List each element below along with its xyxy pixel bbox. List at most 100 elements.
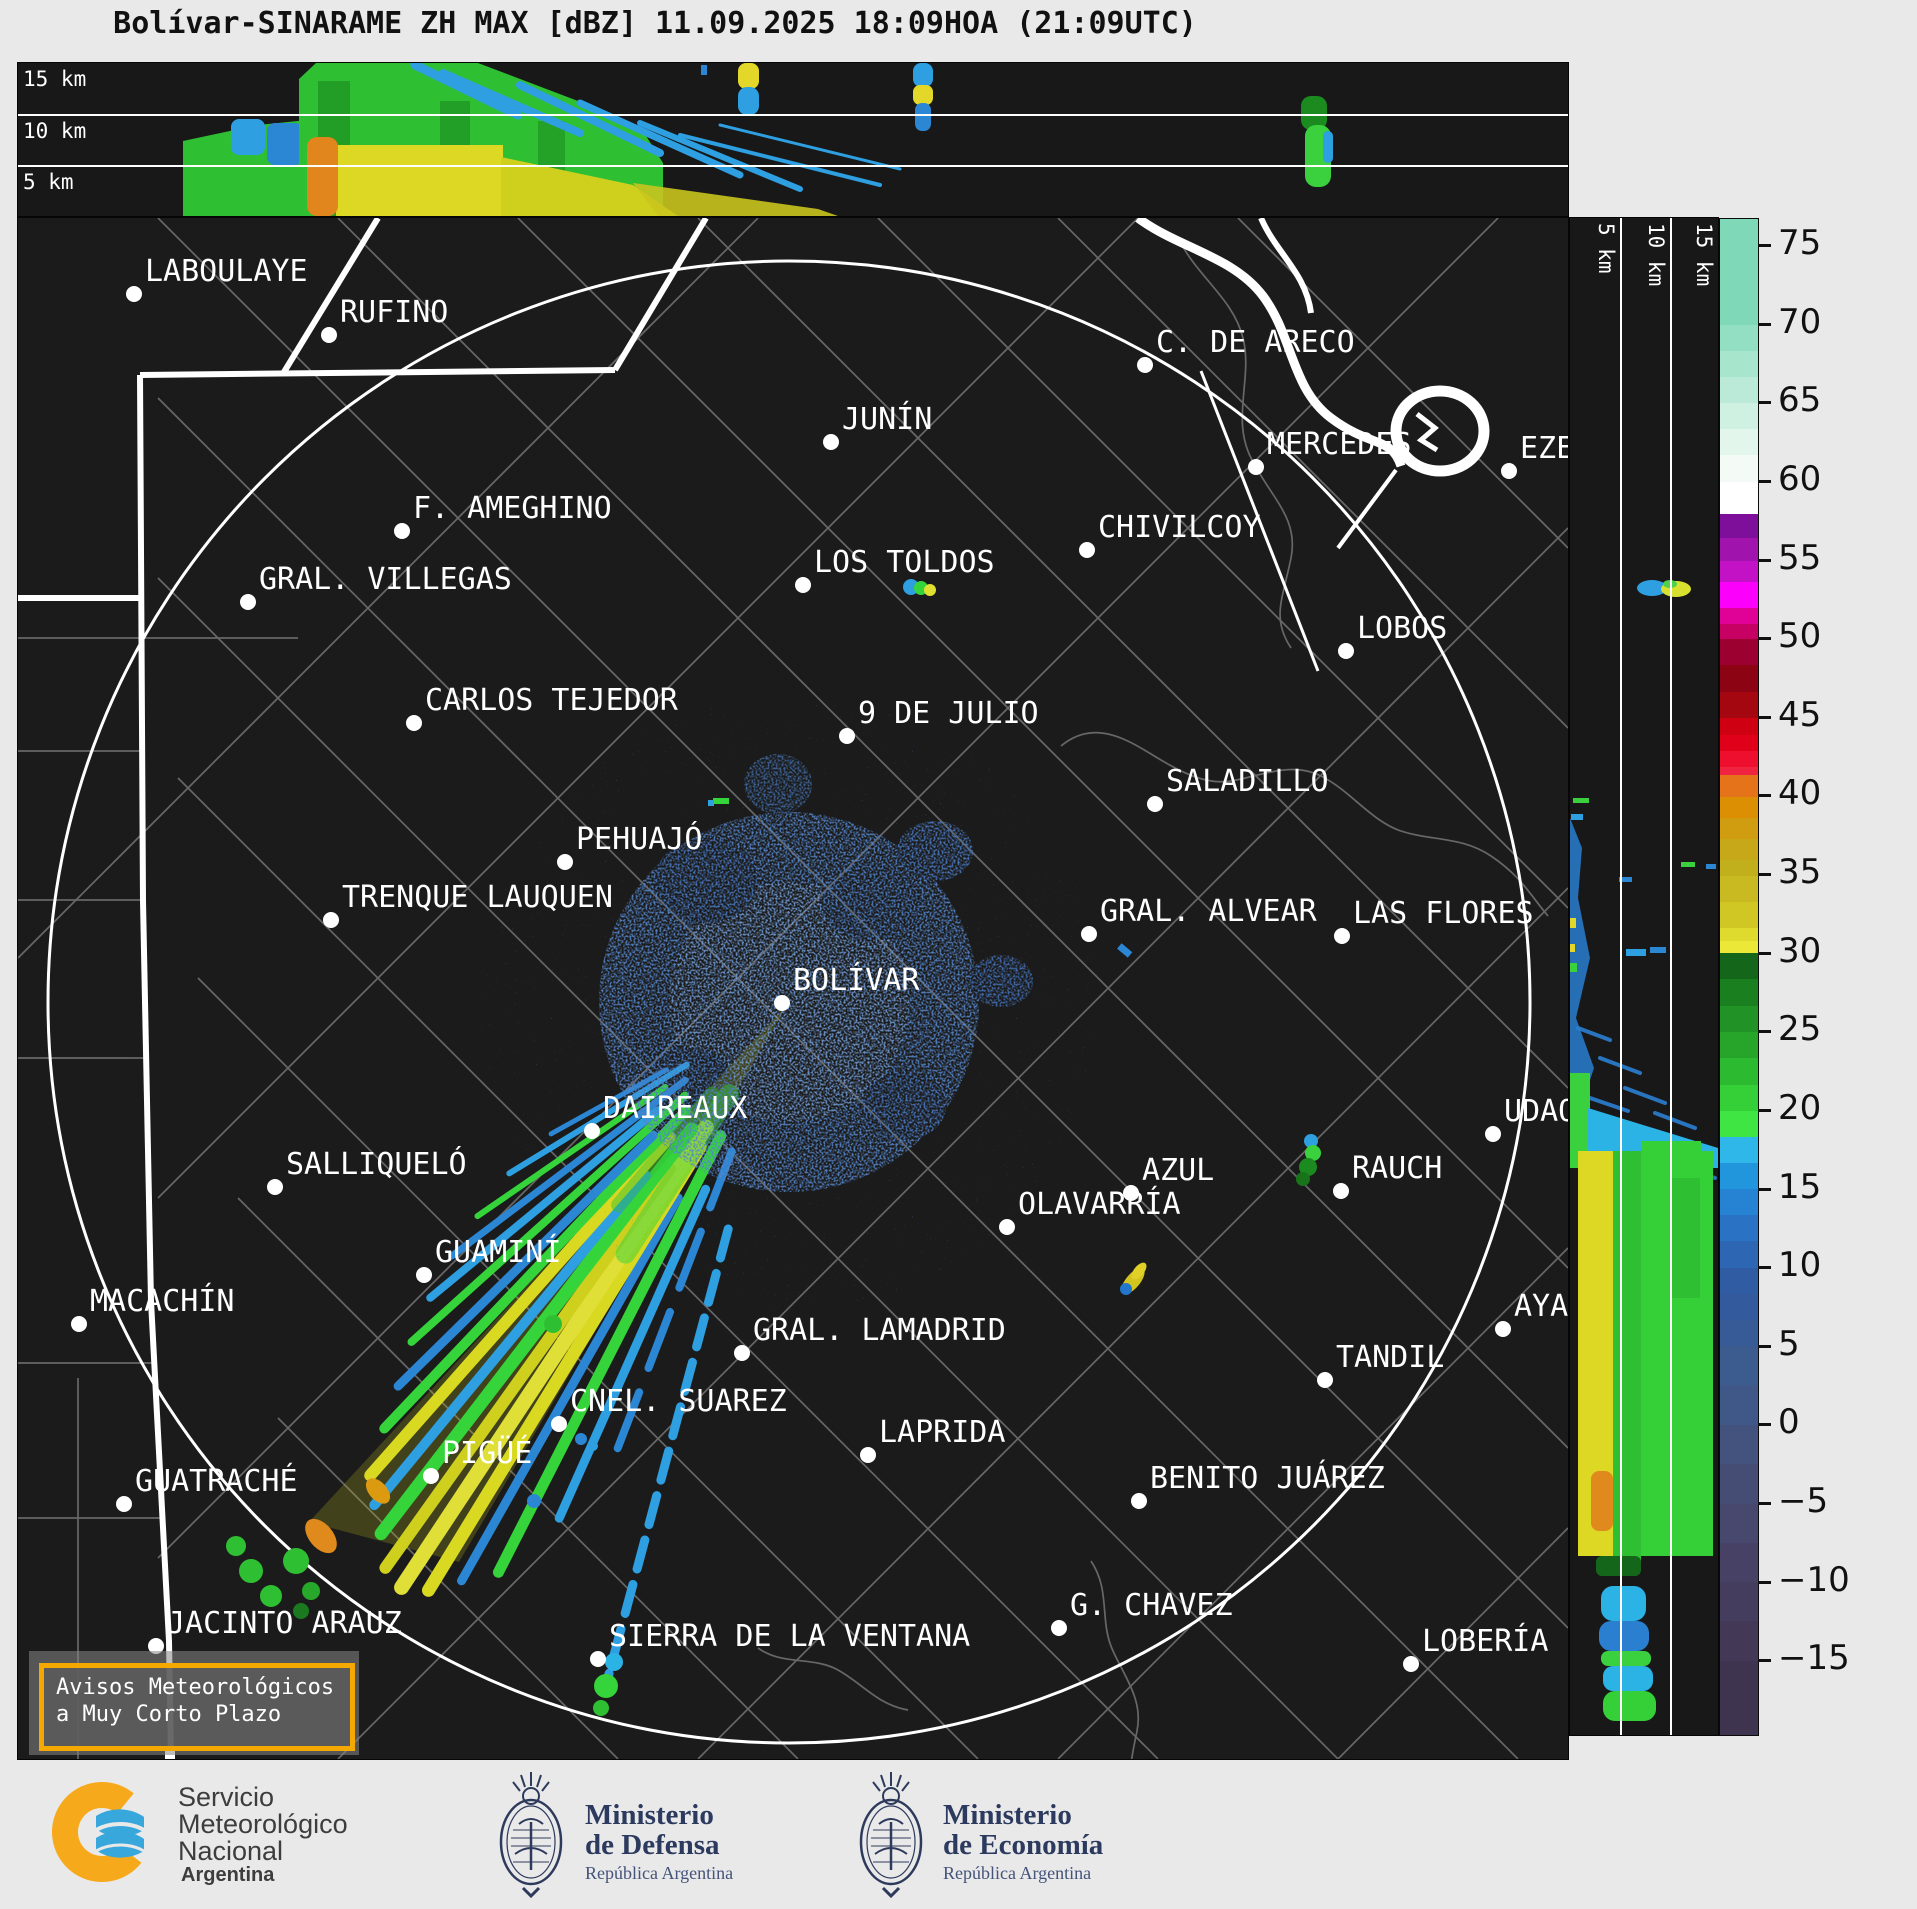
city-dot [823,434,839,450]
city-dot [860,1447,876,1463]
defensa-coat-of-arms [499,1772,563,1899]
colorbar-tick [1758,951,1771,955]
colorbar-tick-label: −5 [1778,1481,1829,1522]
city-dot [116,1496,132,1512]
top-cross-section-echoes [183,63,1333,216]
colorbar-tick-label: 70 [1778,301,1822,342]
city-label: SALADILLO [1166,764,1329,799]
city-label: SIERRA DE LA VENTANA [609,1619,971,1654]
colorbar-tick-label: −10 [1778,1559,1850,1600]
colorbar-tick [1758,1344,1771,1348]
rivers [1135,218,1490,672]
city-label: PIGÜÉ [442,1436,533,1471]
colorbar-tick [1758,244,1771,247]
colorbar-tick-label: 45 [1778,694,1822,735]
city-label: TRENQUE LAUQUEN [342,880,613,915]
colorbar-tick [1758,1502,1771,1506]
city-label: GRAL. ALVEAR [1100,894,1317,929]
city-label: CHIVILCOY [1098,510,1261,545]
city-label: SALLIQUELÓ [286,1147,467,1182]
colorbar-tick-label: 75 [1778,223,1822,263]
city-dot [584,1123,600,1139]
colorbar-tick [1758,1030,1771,1034]
right-panel-label-15km: 15 km [1692,223,1716,287]
top-cross-section-panel: 15 km 10 km 5 km [17,62,1569,217]
city-dot [1403,1656,1419,1672]
city-label: JUNÍN [842,402,933,437]
right-panel-label-10km: 10 km [1644,223,1668,287]
city-label: MACACHÍN [90,1284,235,1319]
city-label: JACINTO ARAUZ [167,1606,402,1641]
city-label: G. CHAVEZ [1070,1588,1233,1623]
city-dot [1501,463,1517,479]
city-dot [240,594,256,610]
city-dot [551,1416,567,1432]
right-cross-section-echoes [1570,580,1718,1721]
city-label: LAPRIDA [879,1415,1006,1450]
city-label: GUAMINÍ [435,1235,562,1270]
city-dot [1123,1185,1139,1201]
colorbar-tick-label: 10 [1778,1245,1822,1286]
city-label: CARLOS TEJEDOR [425,683,678,718]
colorbar-tick-label: 0 [1778,1402,1800,1443]
city-dot [1248,459,1264,475]
city-dot [774,995,790,1011]
colorbar-tick-label: 15 [1778,1166,1822,1207]
top-panel-label-5km: 5 km [23,170,74,194]
defensa-text: Ministerio de Defensa República Argentin… [585,1799,734,1883]
alert-box-line1: Avisos Meteorológicos [56,1675,335,1700]
city-label: LABOULAYE [145,254,308,289]
city-dot [1081,926,1097,942]
very-short-term-warnings-box[interactable]: Avisos Meteorológicos a Muy Corto Plazo [39,1663,355,1751]
city-label: PEHUAJÓ [576,822,703,857]
city-dot [394,523,410,539]
city-label: TANDIL [1336,1340,1445,1375]
top-panel-label-10km: 10 km [23,119,87,143]
colorbar-tick-label: 60 [1778,458,1822,499]
right-panel-5km-line [1620,218,1622,1735]
alert-box-line2: a Muy Corto Plazo [56,1702,282,1727]
city-label: OLAVARRÍA [1018,1187,1181,1222]
city-dot [148,1638,164,1654]
smn-name: Servicio Meteorológico Nacional [178,1782,348,1866]
colorbar-tick-label: 65 [1778,380,1822,421]
top-panel-10km-line [18,114,1568,116]
city-label: AYA [1514,1289,1569,1324]
city-label: 9 DE JULIO [858,696,1039,731]
colorbar-tick [1758,794,1771,798]
colorbar-tick [1758,401,1771,405]
city-dot [839,728,855,744]
colorbar-tick-label: 30 [1778,930,1822,971]
alert-box-backdrop: Avisos Meteorológicos a Muy Corto Plazo [29,1651,359,1755]
radar-map: LABOULAYE RUFINO C. DE ARECO JUNÍN MERCEDES F… [17,217,1569,1760]
city-label: EZE [1520,431,1569,466]
page-title: Bolívar-SINARAME ZH MAX [dBZ] 11.09.2025… [113,6,1197,41]
colorbar-tick [1758,1108,1771,1112]
city-dot [734,1345,750,1361]
right-panel-label-5km: 5 km [1594,223,1618,274]
city-label: GRAL. LAMADRID [753,1313,1006,1348]
city-dot [795,577,811,593]
city-dot [423,1468,439,1484]
city-dot [267,1179,283,1195]
colorbar-tick [1758,637,1771,641]
city-dot [590,1651,606,1667]
city-dot [1147,796,1163,812]
city-label: BENITO JUÁREZ [1150,1461,1385,1496]
colorbar-tick-label: 50 [1778,616,1822,657]
colorbar-tick-label: 20 [1778,1087,1822,1128]
city-dot [1333,1183,1349,1199]
right-panel-10km-line [1670,218,1672,1735]
top-panel-5km-line [18,165,1568,167]
colorbar-tick-label: 40 [1778,773,1822,814]
city-label: CNEL. SUAREZ [570,1384,787,1419]
city-dot [557,854,573,870]
colorbar-tick-label: 5 [1778,1323,1800,1364]
colorbar-tick [1758,1423,1771,1427]
range-ring [46,259,1532,1745]
city-dot [71,1316,87,1332]
city-dot [1485,1126,1501,1142]
city-label: LOBERÍA [1422,1624,1549,1659]
city-label: BOLÍVAR [793,963,920,998]
city-label: LOBOS [1357,611,1448,646]
